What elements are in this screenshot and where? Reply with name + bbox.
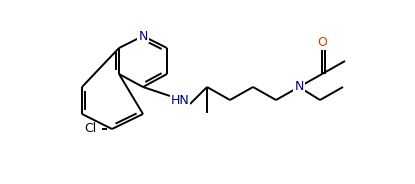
- Text: N: N: [138, 29, 148, 43]
- Text: N: N: [294, 81, 304, 93]
- Text: O: O: [317, 36, 327, 49]
- Text: HN: HN: [171, 93, 189, 107]
- Text: Cl: Cl: [84, 123, 96, 135]
